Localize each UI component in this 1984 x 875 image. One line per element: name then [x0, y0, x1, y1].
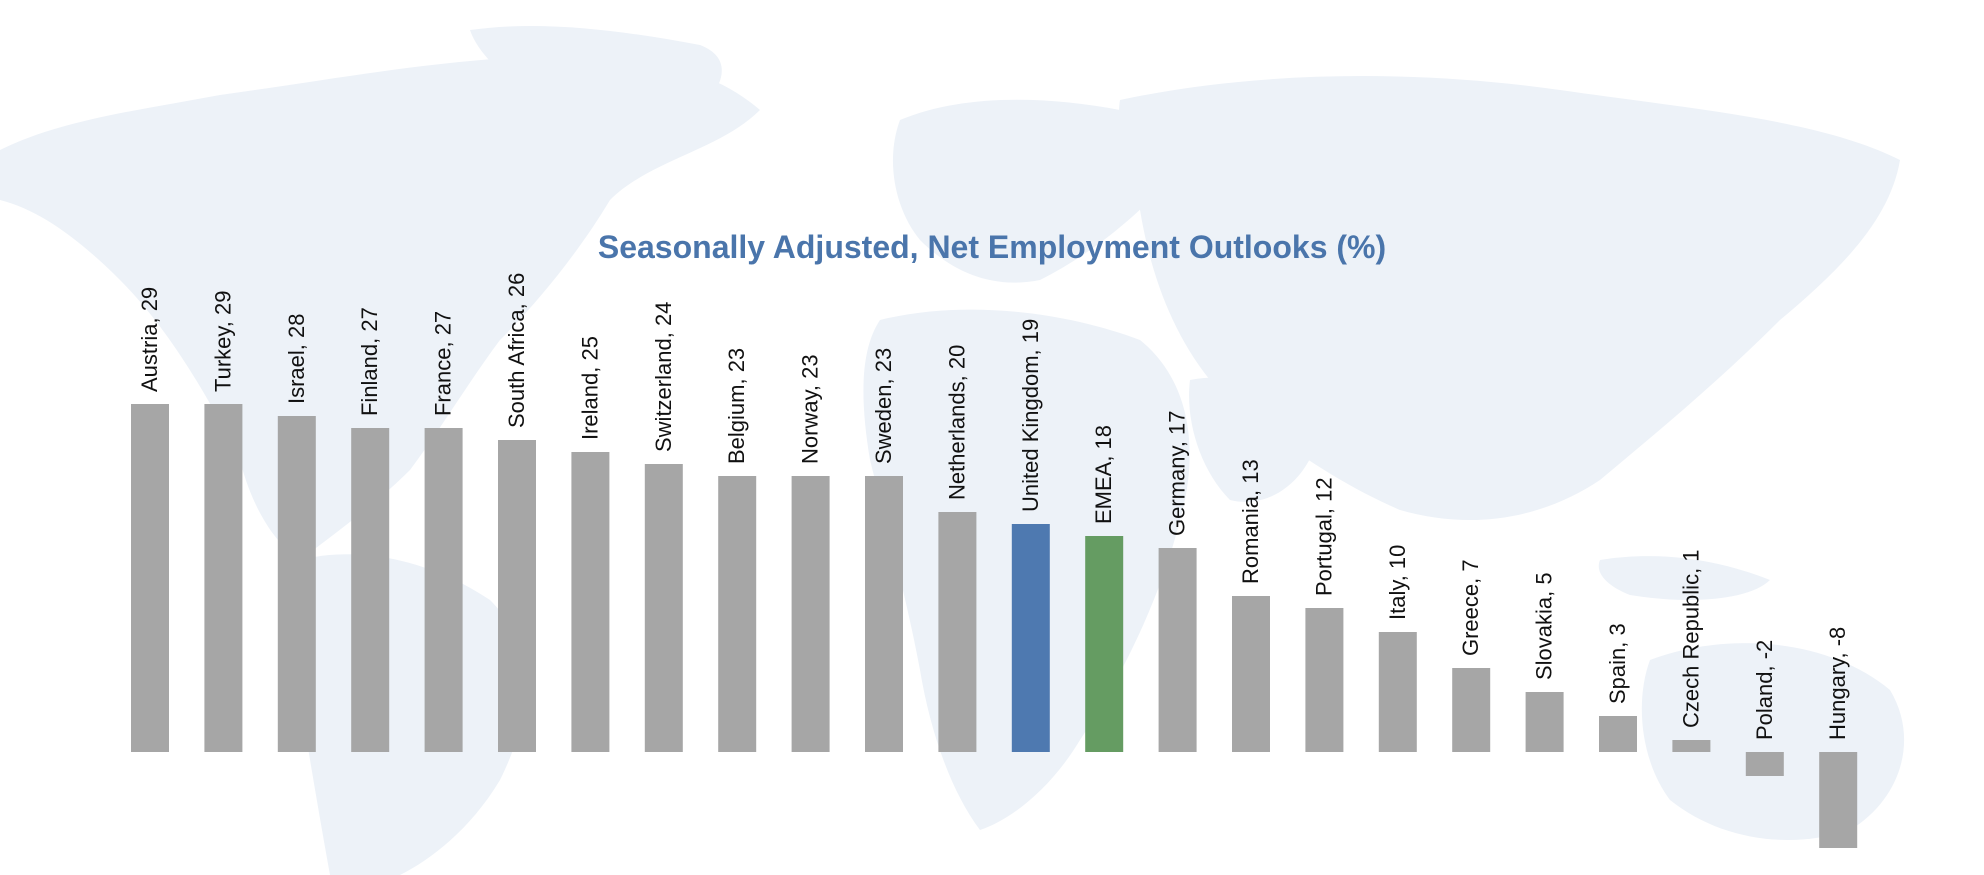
- data-label-turkey: Turkey, 29: [210, 291, 235, 392]
- world-map-background: [0, 25, 1905, 875]
- bar-austria: [131, 404, 169, 752]
- bars-group: [131, 404, 1858, 848]
- bar-labels-group: Austria, 29 Turkey, 29 Israel, 28 Finland, …: [137, 273, 1850, 740]
- bar-ireland: [571, 452, 610, 752]
- bar-israel: [277, 416, 316, 752]
- bar-greece: [1452, 668, 1491, 752]
- bar-hungary: [1819, 752, 1858, 848]
- bar-poland: [1745, 752, 1784, 776]
- data-label-spain: Spain, 3: [1605, 623, 1630, 704]
- bar-norway: [791, 476, 830, 752]
- bar-czech-republic: [1672, 740, 1711, 752]
- data-label-belgium: Belgium, 23: [724, 348, 749, 464]
- data-label-netherlands: Netherlands, 20: [944, 345, 969, 500]
- data-label-france: France, 27: [431, 311, 456, 416]
- data-label-poland: Poland, -2: [1752, 640, 1777, 740]
- chart-title: Seasonally Adjusted, Net Employment Outl…: [598, 229, 1386, 265]
- bar-south-africa: [498, 440, 536, 752]
- bar-switzerland: [644, 464, 683, 752]
- bar-romania: [1232, 596, 1270, 752]
- bar-netherlands: [938, 512, 977, 752]
- bar-france: [424, 428, 463, 752]
- data-label-united-kingdom: United Kingdom, 19: [1018, 319, 1043, 512]
- data-label-finland: Finland, 27: [357, 307, 382, 416]
- bar-emea: [1085, 536, 1124, 752]
- bar-portugal: [1305, 608, 1344, 752]
- data-label-emea: EMEA, 18: [1091, 425, 1116, 524]
- data-label-romania: Romania, 13: [1238, 459, 1263, 584]
- bar-belgium: [718, 476, 757, 752]
- data-label-greece: Greece, 7: [1458, 559, 1483, 656]
- bar-germany: [1158, 548, 1197, 752]
- data-label-germany: Germany, 17: [1165, 410, 1190, 536]
- data-label-norway: Norway, 23: [798, 354, 823, 464]
- data-label-portugal: Portugal, 12: [1311, 477, 1336, 596]
- bar-spain: [1599, 716, 1637, 752]
- bar-united-kingdom: [1011, 524, 1050, 752]
- data-label-sweden: Sweden, 23: [871, 348, 896, 464]
- data-label-israel: Israel, 28: [284, 314, 309, 405]
- bar-finland: [351, 428, 390, 752]
- bar-slovakia: [1525, 692, 1564, 752]
- data-label-czech-republic: Czech Republic, 1: [1678, 549, 1703, 728]
- bar-turkey: [204, 404, 243, 752]
- data-label-slovakia: Slovakia, 5: [1532, 572, 1557, 680]
- data-label-italy: Italy, 10: [1385, 545, 1410, 620]
- data-label-switzerland: Switzerland, 24: [651, 302, 676, 452]
- data-label-south-africa: South Africa, 26: [504, 273, 529, 428]
- data-label-ireland: Ireland, 25: [577, 336, 602, 440]
- bar-italy: [1378, 632, 1417, 752]
- data-label-hungary: Hungary, -8: [1825, 627, 1850, 740]
- bar-sweden: [865, 476, 903, 752]
- data-label-austria: Austria, 29: [137, 287, 162, 392]
